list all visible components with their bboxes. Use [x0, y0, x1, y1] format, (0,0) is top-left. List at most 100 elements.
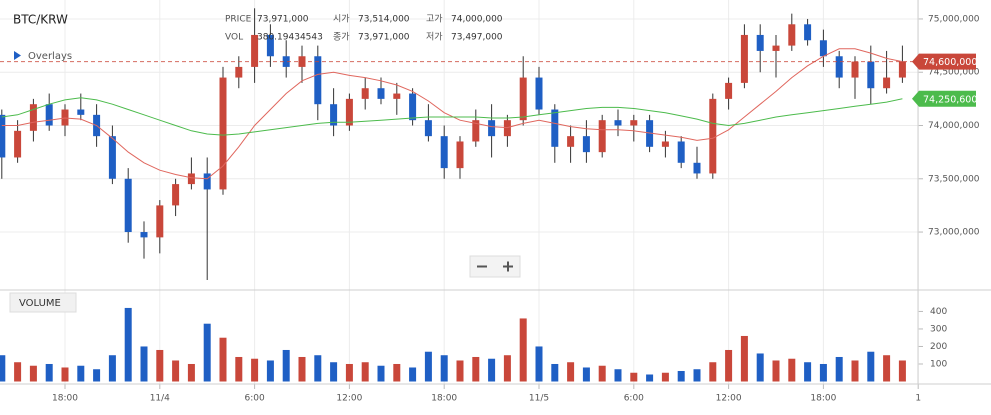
- price-tag-label: 74,250,600: [923, 94, 977, 105]
- candle-body: [266, 34, 274, 57]
- candle-body: [77, 109, 85, 115]
- info-label: PRICE: [225, 15, 252, 25]
- candle-body: [677, 141, 685, 163]
- volume-bar: [488, 358, 496, 382]
- candle-body: [614, 120, 622, 126]
- x-tick-label: 12:00: [716, 394, 742, 404]
- candle-body: [393, 93, 401, 99]
- overlay-line: [1, 48, 903, 180]
- volume-bar: [345, 363, 353, 382]
- x-tick-label: 1: [915, 394, 921, 404]
- volume-bar: [61, 367, 69, 382]
- candle-body: [503, 120, 511, 137]
- price-tag-label: 74,600,000: [923, 57, 977, 68]
- volume-bar: [124, 307, 132, 382]
- info-value: 380.19434543: [257, 33, 323, 43]
- candle-body: [582, 136, 590, 153]
- volume-bar: [266, 360, 274, 382]
- candle-body: [519, 77, 527, 121]
- candle-body: [488, 120, 496, 137]
- info-value: 73,971,000: [358, 33, 410, 43]
- info-label: 종가: [333, 32, 350, 43]
- volume-bar: [314, 355, 322, 382]
- volume-bar: [235, 356, 243, 382]
- overlays-icon[interactable]: [14, 51, 21, 60]
- volume-bar: [330, 362, 338, 382]
- candle-body: [409, 93, 417, 121]
- chart-title: BTC/KRW: [13, 13, 68, 27]
- candle-body: [551, 109, 559, 147]
- volume-bar: [0, 355, 6, 382]
- candle-body: [235, 66, 243, 78]
- volume-bar: [646, 374, 654, 382]
- volume-bar: [14, 362, 22, 382]
- x-tick-label: 11/5: [529, 394, 549, 404]
- candle-body: [377, 88, 385, 99]
- volume-bar: [29, 365, 37, 382]
- volume-bar: [725, 349, 733, 382]
- volume-bar: [282, 349, 290, 382]
- volume-bar: [187, 363, 195, 382]
- candle-body: [156, 205, 164, 238]
- volume-bar: [203, 323, 211, 382]
- candle-body: [282, 56, 290, 67]
- volume-bar: [551, 363, 559, 382]
- volume-bar: [661, 372, 669, 382]
- candle-body: [788, 24, 796, 46]
- volume-bar: [535, 346, 543, 382]
- x-tick-label: 6:00: [244, 394, 264, 404]
- candle-body: [630, 120, 638, 126]
- candle-body: [772, 45, 780, 51]
- marks: [0, 8, 906, 382]
- candle-body: [567, 136, 575, 147]
- volume-bar: [598, 365, 606, 382]
- volume-bar: [298, 356, 306, 382]
- x-tick-label: 18:00: [810, 394, 836, 404]
- volume-bar: [93, 369, 101, 382]
- candle-body: [598, 120, 606, 153]
- candle-body: [472, 120, 480, 142]
- info-value: 73,497,000: [451, 33, 503, 43]
- volume-bar: [77, 365, 85, 382]
- volume-bar: [472, 356, 480, 382]
- volume-bar: [582, 367, 590, 382]
- y-tick-label: 73,500,000: [928, 174, 980, 184]
- candle-body: [535, 77, 543, 110]
- info-panel: PRICE 73,971,000 VOL 380.19434543 시가 73,514,0…: [225, 14, 503, 43]
- candle-body: [361, 88, 369, 99]
- volume-bar: [804, 362, 812, 382]
- volume-title: VOLUME: [19, 298, 61, 309]
- candle-body: [456, 141, 464, 169]
- zoom-controls: [469, 255, 521, 278]
- volume-bar: [772, 360, 780, 382]
- volume-label-box: [9, 292, 77, 313]
- candle-body: [709, 98, 717, 174]
- info-value: 74,000,000: [451, 15, 503, 25]
- volume-bar: [788, 358, 796, 382]
- volume-bar: [630, 372, 638, 382]
- volume-bar: [108, 355, 116, 382]
- candle-body: [14, 130, 22, 158]
- info-label: VOL: [225, 33, 243, 43]
- candle-body: [440, 136, 448, 169]
- candle-body: [219, 77, 227, 190]
- overlays-toggle[interactable]: Overlays: [28, 51, 72, 62]
- info-value: 73,514,000: [358, 15, 410, 25]
- volume-bar: [614, 369, 622, 382]
- volume-bar: [251, 358, 259, 382]
- x-tick-label: 18:00: [431, 394, 457, 404]
- x-tick-label: 11/4: [150, 394, 170, 404]
- volume-bar: [377, 365, 385, 382]
- volume-bar: [709, 362, 717, 382]
- volume-bar: [409, 367, 417, 382]
- volume-bar: [819, 363, 827, 382]
- price-tag: [912, 53, 976, 70]
- candle-body: [740, 34, 748, 83]
- volume-bar: [756, 353, 764, 382]
- volume-bar: [219, 337, 227, 382]
- candle-body: [140, 232, 148, 238]
- x-tick-label: 12:00: [336, 394, 362, 404]
- candle-body: [693, 162, 701, 174]
- price-tag: [912, 90, 976, 107]
- overlay-line: [1, 97, 903, 136]
